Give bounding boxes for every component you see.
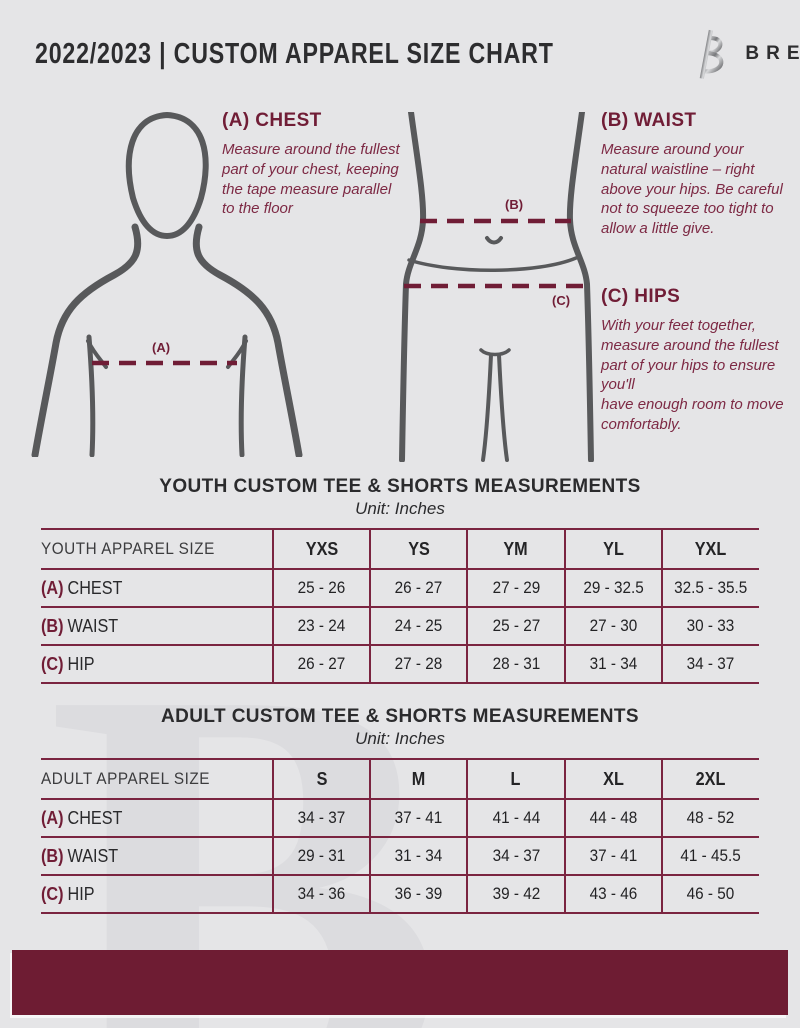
cell-value: 37 - 41 — [589, 846, 637, 865]
youth-chest-row: (A) CHEST 25 - 26 26 - 27 27 - 29 29 - 3… — [41, 568, 759, 608]
cell-value: 32.5 - 35.5 — [674, 578, 748, 597]
figure-hips-marker: (C) — [552, 293, 571, 308]
page-title: 2022/2023 | CUSTOM APPAREL SIZE CHART — [35, 37, 554, 70]
breakaway-logo-icon — [686, 29, 724, 79]
youth-size-col: YL — [602, 538, 624, 559]
cell-value: 24 - 25 — [394, 616, 443, 635]
row-marker: (B) — [41, 615, 64, 636]
cell-value: 41 - 45.5 — [680, 846, 742, 865]
cell-value: 46 - 50 — [687, 884, 735, 903]
cell-value: 39 - 42 — [492, 884, 540, 903]
row-label: HIP — [67, 653, 95, 674]
adult-section-unit: Unit: Inches — [355, 729, 445, 748]
youth-size-col: YXL — [695, 538, 727, 559]
youth-table-header-row: YOUTH APPAREL SIZE YXS YS YM YL YXL — [41, 528, 759, 570]
youth-section-unit: Unit: Inches — [355, 499, 445, 518]
youth-size-col: YS — [407, 538, 430, 559]
upper-body-figure — [31, 111, 303, 457]
youth-hip-row: (C) HIP 26 - 27 27 - 28 28 - 31 31 - 34 … — [41, 644, 759, 684]
cell-value: 25 - 27 — [492, 616, 540, 635]
cell-value: 23 - 24 — [297, 616, 346, 635]
cell-value: 48 - 52 — [687, 808, 735, 827]
adult-hip-row: (C) HIP 34 - 36 36 - 39 39 - 42 43 - 46 … — [41, 874, 759, 914]
cell-value: 25 - 26 — [297, 578, 346, 597]
cell-value: 27 - 30 — [589, 616, 637, 635]
cell-value: 34 - 37 — [492, 846, 540, 865]
adult-size-col: S — [316, 768, 327, 789]
adult-waist-row: (B) WAIST 29 - 31 31 - 34 34 - 37 37 - 4… — [41, 836, 759, 876]
cell-value: 27 - 29 — [492, 578, 540, 597]
row-marker: (B) — [41, 845, 64, 866]
brand-name: BREAKAWAY — [745, 43, 800, 64]
youth-waist-row: (B) WAIST 23 - 24 24 - 25 25 - 27 27 - 3… — [41, 606, 759, 646]
waist-instruction-heading: (B) WAIST — [601, 110, 697, 131]
row-label: WAIST — [67, 845, 119, 866]
adult-size-col: 2XL — [696, 768, 726, 789]
row-marker: (A) — [41, 577, 64, 598]
row-marker: (C) — [41, 653, 64, 674]
hips-instruction-heading: (C) HIPS — [601, 286, 681, 307]
youth-section-title: YOUTH CUSTOM TEE & SHORTS MEASUREMENTS — [159, 476, 641, 497]
youth-table-corner-label: YOUTH APPAREL SIZE — [41, 539, 215, 558]
adult-size-table: ADULT APPAREL SIZE S M L XL 2XL (A) CHES… — [41, 758, 759, 914]
row-marker: (A) — [41, 807, 64, 828]
adult-chest-row: (A) CHEST 34 - 37 37 - 41 41 - 44 44 - 4… — [41, 798, 759, 838]
header: 2022/2023 | CUSTOM APPAREL SIZE CHART — [35, 26, 800, 82]
cell-value: 43 - 46 — [589, 884, 637, 903]
cell-value: 28 - 31 — [492, 654, 540, 673]
cell-value: 30 - 33 — [687, 616, 735, 635]
footer-bar — [12, 950, 788, 1015]
row-marker: (C) — [41, 883, 64, 904]
cell-value: 34 - 37 — [687, 654, 735, 673]
cell-value: 41 - 44 — [492, 808, 540, 827]
row-label: WAIST — [67, 615, 119, 636]
adult-section-title: ADULT CUSTOM TEE & SHORTS MEASUREMENTS — [161, 706, 639, 727]
adult-size-col: XL — [602, 768, 624, 789]
chest-instruction-heading: (A) CHEST — [222, 110, 322, 131]
brand-lockup: BREAKAWAY — [683, 28, 800, 80]
youth-size-col: YXS — [305, 538, 338, 559]
cell-value: 31 - 34 — [394, 846, 443, 865]
figure-chest-marker: (A) — [152, 340, 171, 355]
youth-size-table: YOUTH APPAREL SIZE YXS YS YM YL YXL (A) … — [41, 528, 759, 684]
cell-value: 31 - 34 — [589, 654, 637, 673]
cell-value: 29 - 32.5 — [582, 578, 644, 597]
cell-value: 26 - 27 — [394, 578, 443, 597]
adult-table-corner-label: ADULT APPAREL SIZE — [41, 769, 211, 788]
row-label: CHEST — [67, 577, 123, 598]
cell-value: 36 - 39 — [394, 884, 443, 903]
cell-value: 44 - 48 — [589, 808, 637, 827]
cell-value: 27 - 28 — [394, 654, 443, 673]
adult-size-col: L — [511, 768, 521, 789]
hips-instruction-text: With your feet together, measure around … — [601, 317, 784, 433]
cell-value: 34 - 36 — [297, 884, 346, 903]
youth-size-col: YM — [503, 538, 529, 559]
cell-value: 26 - 27 — [297, 654, 346, 673]
cell-value: 37 - 41 — [394, 808, 443, 827]
adult-size-col: M — [412, 768, 426, 789]
lower-body-figure — [399, 112, 594, 462]
chest-instruction-text: Measure around the fullest part of your … — [222, 141, 400, 218]
row-label: CHEST — [67, 807, 123, 828]
cell-value: 34 - 37 — [297, 808, 346, 827]
row-label: HIP — [67, 883, 95, 904]
figure-waist-marker: (B) — [505, 197, 524, 212]
cell-value: 29 - 31 — [297, 846, 346, 865]
waist-instruction-text: Measure around your natural waistline – … — [601, 141, 783, 238]
adult-table-header-row: ADULT APPAREL SIZE S M L XL 2XL — [41, 758, 759, 800]
